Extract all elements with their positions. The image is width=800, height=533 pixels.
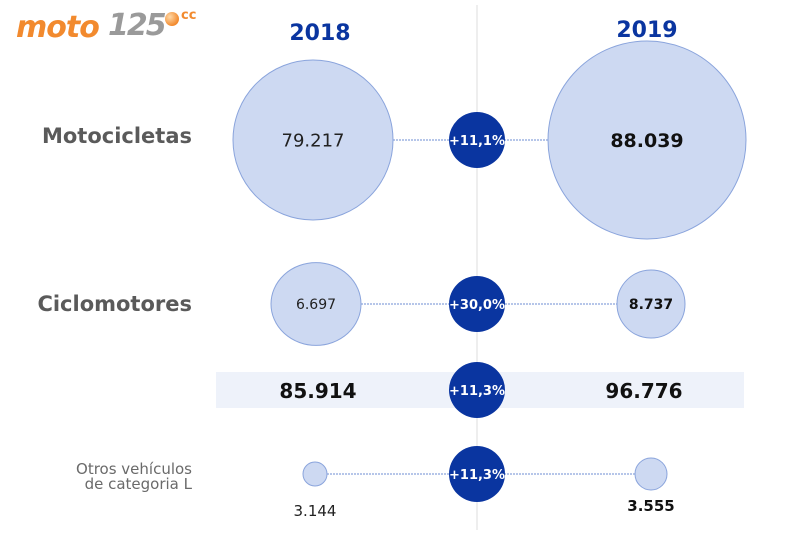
year-label-2018: 2018: [289, 21, 350, 46]
logo-cc-text: cc: [181, 8, 197, 23]
total-value-2019: 96.776: [605, 379, 682, 403]
change-bubble-total: [449, 362, 505, 418]
label-otros-line1: Otros vehículos: [76, 460, 192, 478]
value-2018-ciclomotores: 6.697: [296, 297, 336, 313]
bubble-2019-motocicletas: [547, 40, 747, 240]
change-label-motocicletas: +11,1%: [449, 134, 505, 149]
logo-125-text: 125: [108, 8, 167, 43]
moto125-logo: moto 125 cc: [16, 8, 216, 45]
label-otros: Otros vehículos de categoria L: [20, 462, 192, 492]
value-2018-otros: 3.144: [294, 502, 337, 520]
change-bubble-ciclomotores: [449, 276, 505, 332]
label-ciclomotores: Ciclomotores: [37, 292, 192, 316]
value-2019-ciclomotores: 8.737: [629, 297, 673, 313]
value-2018-motocicletas: 79.217: [282, 130, 345, 151]
logo-ball-icon: [165, 12, 179, 26]
logo-moto-text: moto: [16, 10, 100, 45]
year-label-2019: 2019: [616, 18, 677, 43]
value-2019-otros: 3.555: [627, 497, 674, 515]
bubble-2018-ciclomotores: [270, 262, 362, 346]
change-label-total: +11,3%: [449, 384, 505, 399]
bubble-2019-ciclomotores: [616, 269, 686, 339]
change-label-ciclomotores: +30,0%: [449, 298, 505, 313]
bubble-2019-otros: [634, 457, 668, 491]
total-value-2018: 85.914: [279, 379, 356, 403]
label-otros-line2: de categoria L: [84, 475, 192, 493]
bubble-2018-otros: [302, 461, 328, 487]
value-2019-motocicletas: 88.039: [610, 130, 683, 152]
change-bubble-otros: [449, 446, 505, 502]
change-bubble-motocicletas: [449, 112, 505, 168]
bubble-2018-motocicletas: [232, 59, 394, 221]
label-motocicletas: Motocicletas: [41, 124, 192, 148]
change-label-otros: +11,3%: [449, 468, 505, 483]
